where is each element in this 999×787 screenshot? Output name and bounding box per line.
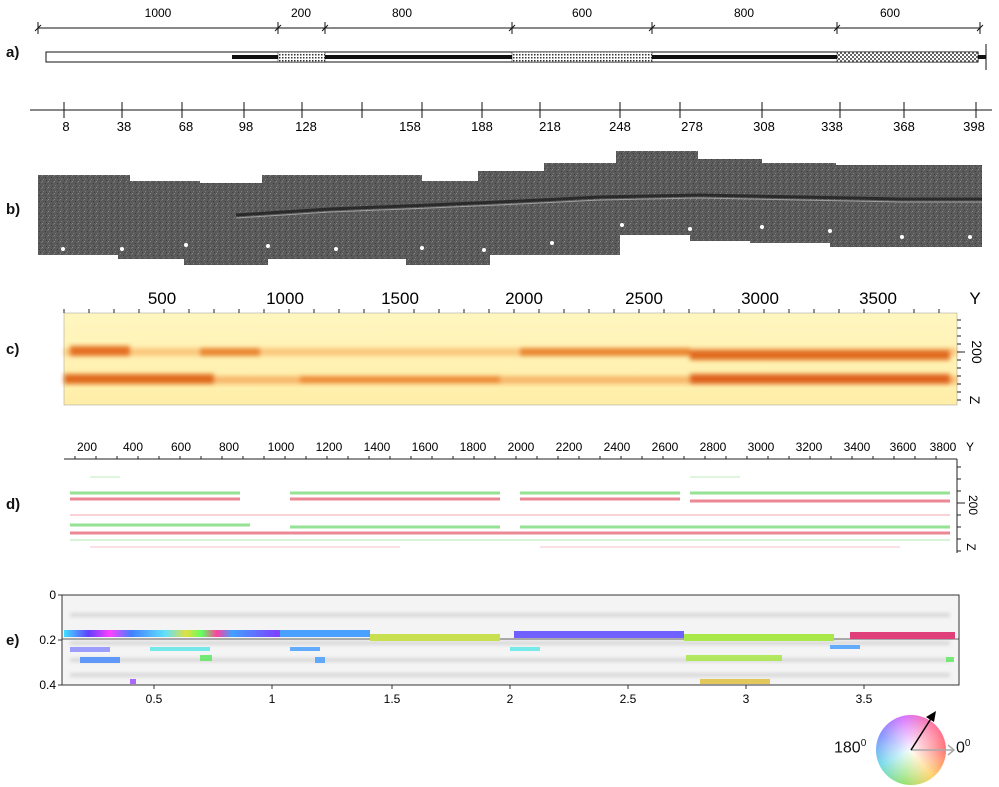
panel-d-y-tick: 1400 [364, 440, 391, 454]
panel-d-y-tick: 400 [123, 440, 143, 454]
panel-c-label: c) [6, 341, 20, 358]
orientation-hue-wheel [876, 715, 946, 785]
legend-180-value: 180 [834, 739, 861, 757]
station-tick: 188 [471, 119, 493, 134]
station-tick: 248 [609, 119, 631, 134]
panel-b-sonar-mosaic [38, 151, 982, 265]
legend-180-label: 1800 [834, 738, 866, 757]
panel-e-x-tick: 1.5 [384, 692, 401, 705]
legend-0-value: 0 [956, 739, 965, 757]
panel-e-y-tick: 0 [49, 588, 56, 602]
panel-d-z-tick: 200 [966, 495, 980, 515]
panel-c-y-tick: 2000 [505, 289, 543, 308]
panel-d-y-tick: 2200 [556, 440, 583, 454]
panel-d-y-tick: 600 [171, 440, 191, 454]
panel-e-x-tick: 1 [269, 692, 276, 705]
panel-c-ticks [63, 309, 965, 401]
panel-c-y-tick: 500 [148, 289, 176, 308]
station-tick: 98 [239, 119, 253, 134]
panel-d-y-tick: 2400 [604, 440, 631, 454]
panel-e-x-tick: 3 [743, 692, 750, 705]
station-tick: 338 [821, 119, 843, 134]
segment-length-4: 600 [572, 6, 592, 20]
panel-d-y-tick: 800 [219, 440, 239, 454]
panel-c-y-tick: 3000 [741, 289, 779, 308]
station-tick: 68 [179, 119, 193, 134]
panel-e-y-tick: 0.4 [39, 678, 56, 692]
panel-c-y-tick: 2500 [625, 289, 663, 308]
panel-d-y-axis-label: Y [966, 440, 974, 454]
panel-e-x-tick: 3.5 [856, 692, 873, 705]
station-tick: 398 [963, 119, 985, 134]
panel-a-diagram: 1000 200 800 600 800 600 8 38 68 98 1 [30, 6, 992, 134]
panel-b-label: b) [6, 201, 21, 218]
station-tick: 278 [681, 119, 703, 134]
panel-c-y-tick: 3500 [859, 289, 897, 308]
segment-length-3: 800 [392, 6, 412, 20]
station-tick: 308 [753, 119, 775, 134]
panel-d-y-tick: 3600 [890, 440, 917, 454]
panel-c-z-axis-label: Z [967, 396, 983, 405]
station-tick: 128 [295, 119, 317, 134]
panel-a-label: a) [6, 44, 20, 61]
segment-length-2: 200 [291, 6, 311, 20]
station-tick: 38 [117, 119, 131, 134]
segment-length-1: 1000 [145, 6, 172, 20]
legend-0-label: 00 [956, 738, 970, 757]
station-tick: 218 [539, 119, 561, 134]
panel-d-label: d) [6, 496, 21, 513]
panel-d-z-axis-label: Z [964, 543, 978, 550]
panel-e-orientation-plot: 0.5 1 1.5 2 2.5 3 3.5 0 0.2 0.4 [39, 588, 960, 705]
panel-c-heatmap: 500 1000 1500 2000 2500 3000 3500 Y 200 … [63, 289, 985, 406]
panel-d-y-tick: 3000 [748, 440, 775, 454]
panel-d-y-tick: 1000 [268, 440, 295, 454]
panel-d-y-tick: 2000 [508, 440, 535, 454]
panel-c-z-tick: 200 [969, 340, 985, 364]
panel-d-y-tick: 3400 [844, 440, 871, 454]
panel-c-y-tick: 1000 [266, 289, 304, 308]
panel-d-y-tick: 1800 [460, 440, 487, 454]
panel-d-y-tick: 200 [77, 440, 97, 454]
panel-d-y-tick: 2800 [700, 440, 727, 454]
station-tick: 158 [399, 119, 421, 134]
segment-length-6: 600 [880, 6, 900, 20]
panel-d-y-tick: 1600 [412, 440, 439, 454]
panel-e-x-tick: 0.5 [146, 692, 163, 705]
panel-c-y-axis-label: Y [969, 289, 980, 308]
panel-d-y-tick: 1200 [316, 440, 343, 454]
panel-d-y-tick: 2600 [652, 440, 679, 454]
panel-c-y-tick: 1500 [381, 289, 419, 308]
panel-e-x-tick: 2 [507, 692, 514, 705]
station-tick: 8 [62, 119, 69, 134]
legend-0-degree: 0 [964, 738, 971, 749]
panel-e-y-tick: 0.2 [39, 633, 56, 647]
station-tick: 368 [893, 119, 915, 134]
panel-e-x-tick: 2.5 [620, 692, 637, 705]
panel-d-traces: 200 400 600 800 1000 1200 1400 1600 1800… [64, 440, 980, 553]
panel-e-label: e) [6, 632, 20, 649]
panel-d-y-tick: 3800 [930, 440, 957, 454]
segment-length-5: 800 [734, 6, 754, 20]
panel-d-y-tick: 3200 [796, 440, 823, 454]
legend-180-degree: 0 [860, 738, 867, 749]
